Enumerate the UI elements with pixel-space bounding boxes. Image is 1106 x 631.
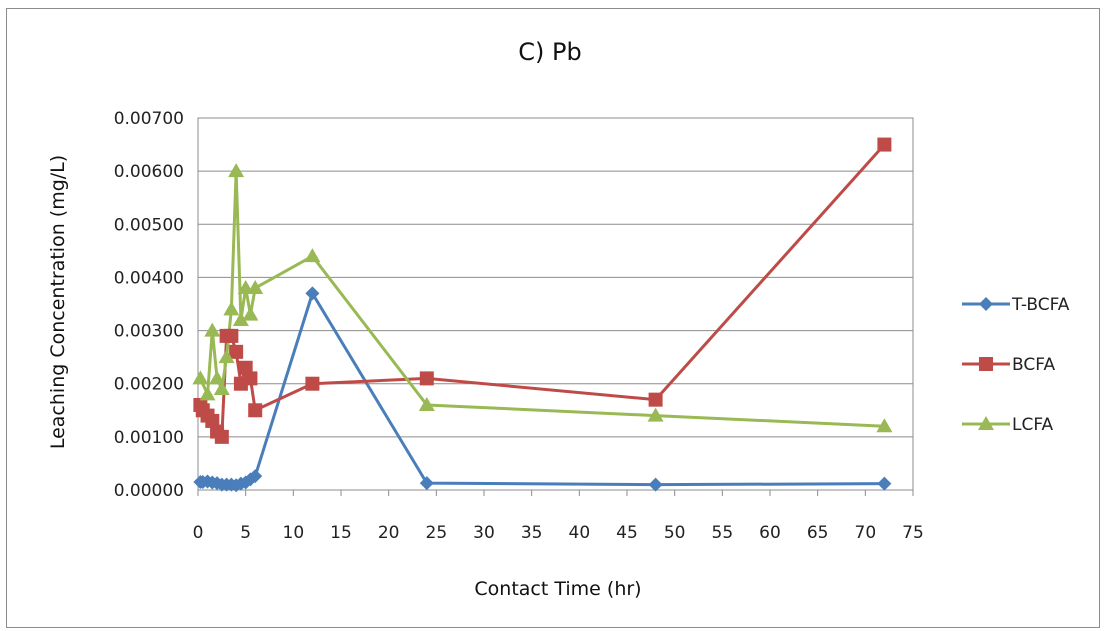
data-point-lcfa: [228, 163, 245, 178]
y-tick-label: 0.00100: [114, 428, 184, 448]
legend: T-BCFA BCFA LCFA: [962, 295, 1070, 435]
series-line-lcfa: [199, 169, 885, 428]
y-tick-label: 0.00200: [114, 375, 184, 395]
data-point-t-bcfa: [877, 476, 892, 491]
x-tick-label: 15: [330, 523, 352, 543]
y-tick-label: 0.00000: [114, 481, 184, 501]
data-point-t-bcfa: [648, 477, 663, 492]
plot-border: [197, 117, 914, 491]
data-point-lcfa: [223, 301, 240, 316]
x-tick-label: 10: [283, 523, 305, 543]
data-point-lcfa: [647, 407, 664, 422]
legend-marker-lcfa: [978, 416, 994, 430]
x-tick-label: 20: [378, 523, 400, 543]
x-tick-label: 25: [426, 523, 448, 543]
legend-marker-bcfa: [979, 357, 993, 371]
data-point-bcfa: [205, 413, 220, 428]
data-point-bcfa: [305, 376, 320, 391]
data-point-lcfa: [876, 418, 893, 433]
legend-label-bcfa: BCFA: [1012, 355, 1055, 375]
legend-marker-t-bcfa: [979, 297, 993, 311]
data-point-lcfa: [242, 306, 259, 321]
x-tick-label: 55: [712, 523, 734, 543]
data-point-t-bcfa: [305, 286, 320, 301]
x-tick-label: 75: [902, 523, 924, 543]
legend-label-lcfa: LCFA: [1012, 415, 1054, 435]
data-point-t-bcfa: [419, 476, 434, 491]
data-point-bcfa: [648, 392, 663, 407]
x-axis-title: Contact Time (hr): [474, 578, 641, 600]
data-point-lcfa: [304, 248, 321, 263]
data-point-lcfa: [418, 396, 435, 411]
x-tick-label: 65: [807, 523, 829, 543]
x-tick-label: 45: [616, 523, 638, 543]
data-point-lcfa: [232, 311, 249, 326]
chart-frame: [6, 8, 1100, 628]
x-tick-label: 50: [664, 523, 686, 543]
data-point-lcfa: [204, 322, 221, 337]
data-point-bcfa: [214, 429, 229, 444]
chart-title: C) Pb: [518, 38, 581, 66]
y-tick-label: 0.00300: [114, 322, 184, 342]
data-point-lcfa: [209, 370, 226, 385]
data-point-lcfa: [247, 280, 264, 295]
data-point-bcfa: [877, 137, 892, 152]
data-point-bcfa: [419, 371, 434, 386]
y-tick-label: 0.00600: [114, 162, 184, 182]
data-point-lcfa: [213, 381, 230, 396]
data-point-bcfa: [224, 328, 239, 343]
x-tick-label: 35: [521, 523, 543, 543]
data-point-lcfa: [199, 386, 216, 401]
data-point-bcfa: [229, 344, 244, 359]
y-tick-label: 0.00500: [114, 215, 184, 235]
y-axis-title: Leaching Concentration (mg/L): [47, 155, 69, 449]
data-point-t-bcfa: [248, 469, 263, 484]
x-tick-label: 30: [473, 523, 495, 543]
x-tick-label: 70: [855, 523, 877, 543]
y-tick-label: 0.00700: [114, 109, 184, 129]
data-point-bcfa: [248, 403, 263, 418]
x-tick-label: 0: [193, 523, 204, 543]
legend-label-t-bcfa: T-BCFA: [1011, 295, 1070, 315]
x-tick-label: 40: [569, 523, 591, 543]
data-point-lcfa: [192, 370, 209, 385]
data-point-bcfa: [238, 360, 253, 375]
data-point-lcfa: [218, 349, 235, 364]
x-tick-label: 5: [240, 523, 251, 543]
x-tick-label: 60: [759, 523, 781, 543]
plot-area: 0.00000 0.00100 0.00200 0.00300 0.00400 0.005…: [114, 109, 924, 543]
data-point-bcfa: [243, 371, 258, 386]
series-line-bcfa: [199, 143, 886, 439]
y-tick-label: 0.00400: [114, 268, 184, 288]
